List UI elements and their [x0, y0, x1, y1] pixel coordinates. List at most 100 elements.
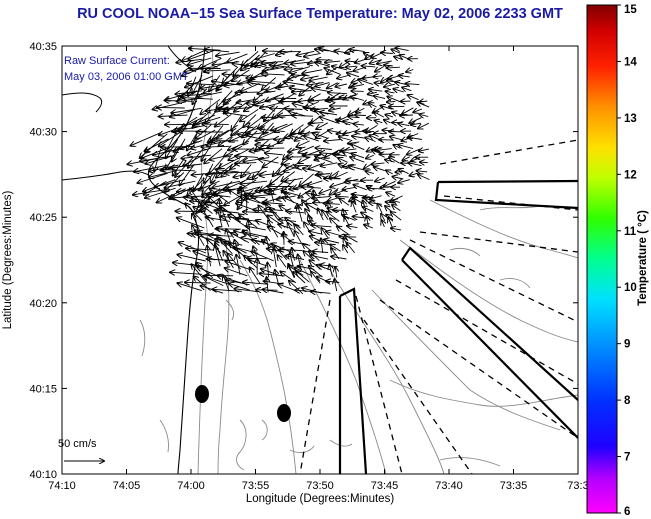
current-vector	[353, 185, 367, 191]
colorbar-tick-label: 10	[624, 282, 637, 294]
current-vector	[145, 187, 176, 198]
current-vector	[420, 162, 428, 163]
current-vector	[298, 156, 311, 163]
current-vector	[375, 83, 384, 84]
current-vector	[329, 265, 332, 277]
current-vector	[315, 62, 330, 67]
current-vector	[288, 223, 295, 237]
range-rings	[299, 139, 578, 474]
current-vector	[199, 57, 222, 68]
current-vector	[324, 68, 341, 75]
current-vector	[192, 197, 213, 214]
current-vector	[329, 108, 341, 111]
current-vector	[209, 157, 224, 174]
current-vector	[345, 235, 358, 243]
x-tick-label: 74:00	[177, 480, 205, 492]
current-vector	[178, 283, 202, 292]
x-tick-label: 73:55	[242, 480, 270, 492]
current-vector	[188, 148, 204, 168]
current-vector	[267, 263, 268, 278]
colorbar-tick-label: 15	[624, 4, 637, 16]
current-vector	[273, 249, 276, 267]
current-vector	[328, 93, 347, 94]
current-vector	[402, 87, 412, 90]
current-vector	[275, 270, 279, 284]
current-vector	[243, 157, 270, 162]
current-vector	[375, 120, 383, 122]
current-vector	[321, 239, 323, 253]
x-tick-label: 74:05	[113, 480, 141, 492]
map-content	[62, 46, 578, 474]
current-vector	[335, 171, 348, 178]
current-vector	[351, 153, 365, 159]
current-vector	[406, 70, 414, 73]
current-vector	[333, 210, 349, 211]
current-vector	[207, 246, 212, 267]
y-axis-ticks: 40:35 40:30 40:25 40:20 40:15 40:10	[29, 41, 578, 481]
current-vector	[235, 156, 259, 157]
x-axis-label: Longitude (Degrees:Minutes)	[246, 493, 394, 505]
current-vector	[201, 207, 214, 228]
y-tick-label: 40:30	[29, 127, 57, 139]
current-vector	[384, 180, 396, 186]
current-vector	[262, 77, 277, 90]
map-area	[62, 46, 578, 474]
current-vector	[311, 292, 331, 294]
current-vector	[339, 137, 351, 140]
current-vector	[373, 76, 383, 77]
current-vector	[187, 147, 211, 155]
current-vector	[304, 136, 319, 142]
current-vector	[366, 155, 374, 158]
y-tick-label: 40:35	[29, 41, 57, 53]
current-vector	[302, 187, 322, 189]
current-vector	[200, 98, 221, 114]
current-vector	[374, 167, 385, 171]
x-tick-label: 73:3	[567, 480, 588, 492]
current-vector	[210, 189, 230, 205]
current-vector	[258, 91, 276, 94]
current-vector	[304, 53, 321, 56]
scale-label: 50 cm/s	[58, 438, 97, 450]
current-vector	[204, 70, 231, 71]
current-vector	[386, 170, 393, 174]
current-vector	[303, 155, 322, 156]
current-vector	[375, 66, 385, 71]
current-vector	[205, 50, 230, 52]
current-vector	[298, 145, 315, 153]
current-vector	[384, 84, 396, 87]
current-vector	[317, 60, 333, 61]
current-vector	[335, 84, 348, 87]
current-vector	[210, 153, 234, 160]
current-vector	[335, 267, 337, 278]
current-vector	[350, 49, 365, 51]
current-vector	[256, 53, 275, 60]
current-vector	[382, 220, 385, 228]
current-vector	[387, 97, 401, 103]
current-vector	[265, 153, 283, 155]
current-vector	[286, 211, 305, 213]
current-vector	[225, 172, 250, 173]
current-vector	[236, 255, 241, 275]
current-vector	[302, 69, 323, 74]
current-vector	[221, 207, 230, 227]
current-vector	[375, 178, 385, 181]
coastline-bay	[62, 92, 103, 113]
current-vector	[202, 146, 230, 147]
current-vector	[327, 212, 340, 222]
colorbar-tick-label: 8	[624, 395, 631, 407]
current-vector	[309, 76, 328, 81]
bathymetry-contours	[139, 46, 578, 474]
current-vector	[308, 180, 323, 186]
current-vector	[298, 206, 303, 223]
current-vector	[182, 98, 213, 100]
current-vector	[179, 242, 207, 254]
current-vector	[217, 124, 238, 139]
current-vector	[417, 102, 430, 108]
current-vector	[284, 82, 305, 86]
current-vector	[391, 228, 402, 230]
current-vector	[384, 120, 391, 123]
current-vector	[364, 225, 374, 228]
current-vector	[165, 180, 196, 188]
current-vector	[346, 66, 358, 67]
